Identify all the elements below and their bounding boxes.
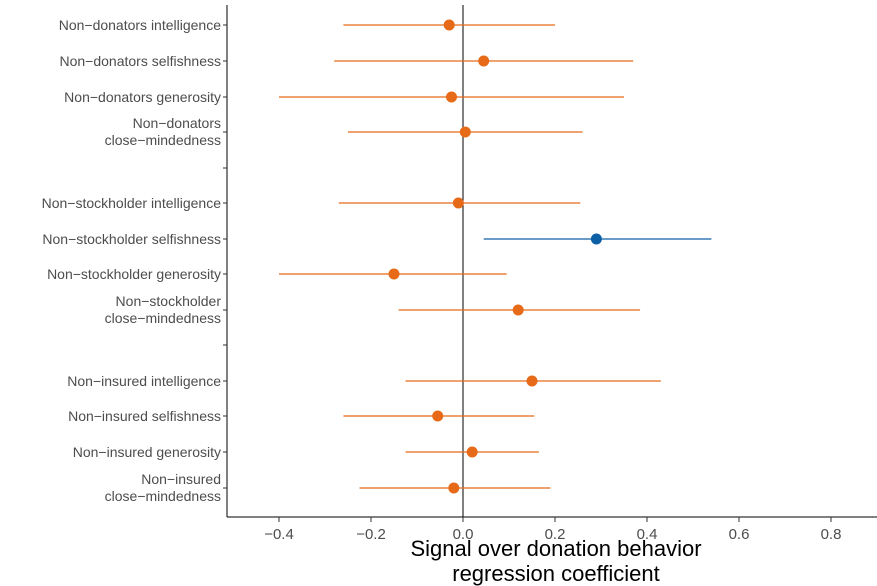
x-tick-label: −0.4 — [264, 526, 294, 543]
y-tick-label: Non−insured generosity — [73, 444, 221, 460]
y-tick-label: Non−stockholder generosity — [47, 266, 221, 282]
estimate-point — [590, 233, 602, 245]
y-tick-label: Non−insured intelligence — [67, 373, 221, 389]
y-tick-label: Non−stockholder selfishness — [42, 231, 221, 247]
x-tick-label: 0.8 — [821, 526, 842, 543]
estimate-point — [452, 197, 464, 209]
y-axis-labels: Non−donators intelligence Non−donators se… — [42, 17, 222, 504]
x-axis-title-line-2: regression coefficient — [452, 561, 660, 586]
y-tick-label: Non−stockholder — [116, 293, 222, 309]
estimate-point — [478, 55, 490, 67]
y-tick-label: close−mindedness — [105, 488, 221, 504]
x-tick-label: 0.0 — [453, 526, 474, 543]
x-axis-title-line-1: Signal over donation behavior — [410, 536, 701, 561]
x-tick-label: 0.4 — [637, 526, 658, 543]
x-tick-label: 0.2 — [545, 526, 566, 543]
y-tick-label: Non−donators selfishness — [60, 53, 222, 69]
x-tick-label: −0.2 — [356, 526, 386, 543]
x-tick-label: 0.6 — [729, 526, 750, 543]
y-tick-label: close−mindedness — [105, 310, 221, 326]
y-tick-label: Non−donators — [133, 115, 221, 131]
x-axis: −0.4 −0.2 0.0 0.2 0.4 0.6 0.8 — [223, 5, 877, 543]
estimate-point — [512, 304, 524, 316]
estimate-point — [432, 410, 444, 422]
y-tick-label: close−mindedness — [105, 132, 221, 148]
chart-marks — [279, 5, 712, 517]
y-tick-label: Non−stockholder intelligence — [42, 195, 222, 211]
estimate-point — [443, 19, 455, 31]
estimate-point — [446, 91, 457, 103]
estimate-point — [526, 375, 538, 387]
y-tick-label: Non−donators intelligence — [59, 17, 221, 33]
y-tick-label: Non−insured — [141, 471, 221, 487]
y-tick-label: Non−donators generosity — [64, 89, 221, 105]
estimate-point — [459, 126, 471, 138]
y-tick-label: Non−insured selfishness — [68, 408, 221, 424]
estimate-point — [448, 482, 460, 494]
estimate-point — [466, 446, 478, 458]
estimate-point — [388, 268, 400, 280]
